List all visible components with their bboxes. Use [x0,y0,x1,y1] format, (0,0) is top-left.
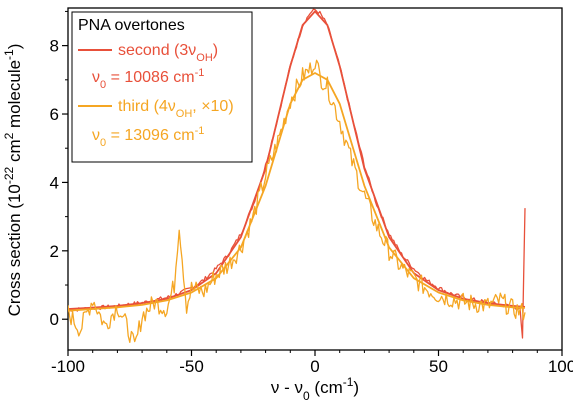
series-line-3-smooth [68,72,526,312]
x-axis-label-sub: 0 [303,389,310,402]
legend-label-third: third (4νOH, ×10) [118,98,234,120]
legend-label-third-prefix: third (4ν [118,98,176,115]
legend-label-second: second (3νOH) [118,42,218,64]
y-axis-label-prefix: Cross section (10 [5,184,24,316]
y-axis-label-mid2: molecule [5,60,24,133]
y-axis-label-sup3: -1 [2,49,16,60]
legend-box [71,11,253,163]
legend: PNA overtones second (3νOH) ν0 = 10086 c… [71,11,253,163]
series-line-1-smooth [68,10,526,310]
y-tick-label: 8 [50,37,59,56]
x-tick-label: -100 [51,357,85,376]
y-tick-label: 4 [50,173,59,192]
legend-nu0-third-prefix: ν [92,127,100,144]
series-line-2-noisy [68,59,526,344]
y-tick-label: 0 [50,310,59,329]
x-axis-label-end: ) [353,378,359,397]
x-tick-label: 0 [310,357,319,376]
legend-nu0-second-sub: 0 [100,79,106,91]
x-tick-label: 50 [429,357,448,376]
y-axis-ticks: 0 2 4 6 8 [50,10,68,329]
legend-label-second-suffix: ) [213,42,218,59]
legend-nu0-third-rest: = 13096 cm [106,127,195,144]
legend-label-second-prefix: second (3ν [118,42,196,59]
legend-nu0-second-rest: = 10086 cm [106,69,195,86]
legend-label-third-sub: OH [176,108,193,120]
y-axis-label-mid: cm [5,139,24,166]
legend-nu0-third: ν0 = 13096 cm-1 [92,125,204,149]
legend-title: PNA overtones [78,17,185,34]
legend-nu0-second: ν0 = 10086 cm-1 [92,67,204,91]
y-tick-label: 2 [50,242,59,261]
legend-label-second-sub: OH [196,52,213,64]
x-axis-label-rest: (cm [310,378,343,397]
legend-label-third-suffix: , ×10) [192,98,233,115]
x-axis-label: ν - ν0 (cm-1) [271,375,359,402]
y-axis-label-sup2: 2 [2,132,16,139]
legend-nu0-third-sub: 0 [100,137,106,149]
y-axis-label-end: ) [5,44,24,50]
legend-nu0-third-sup: -1 [195,125,205,137]
x-axis-label-prefix: ν - ν [271,378,303,397]
x-axis-ticks: -100 -50 0 50 100 [51,350,573,376]
y-tick-label: 6 [50,105,59,124]
x-tick-label: -50 [179,357,204,376]
legend-nu0-second-prefix: ν [92,69,100,86]
series-layer [68,8,526,344]
y-axis-label: Cross section (10-22 cm2 molecule-1) [2,44,24,317]
x-tick-label: 100 [548,357,573,376]
x-axis-label-sup: -1 [343,375,354,389]
y-axis-label-sup1: -22 [2,166,16,184]
legend-nu0-second-sup: -1 [195,67,205,79]
